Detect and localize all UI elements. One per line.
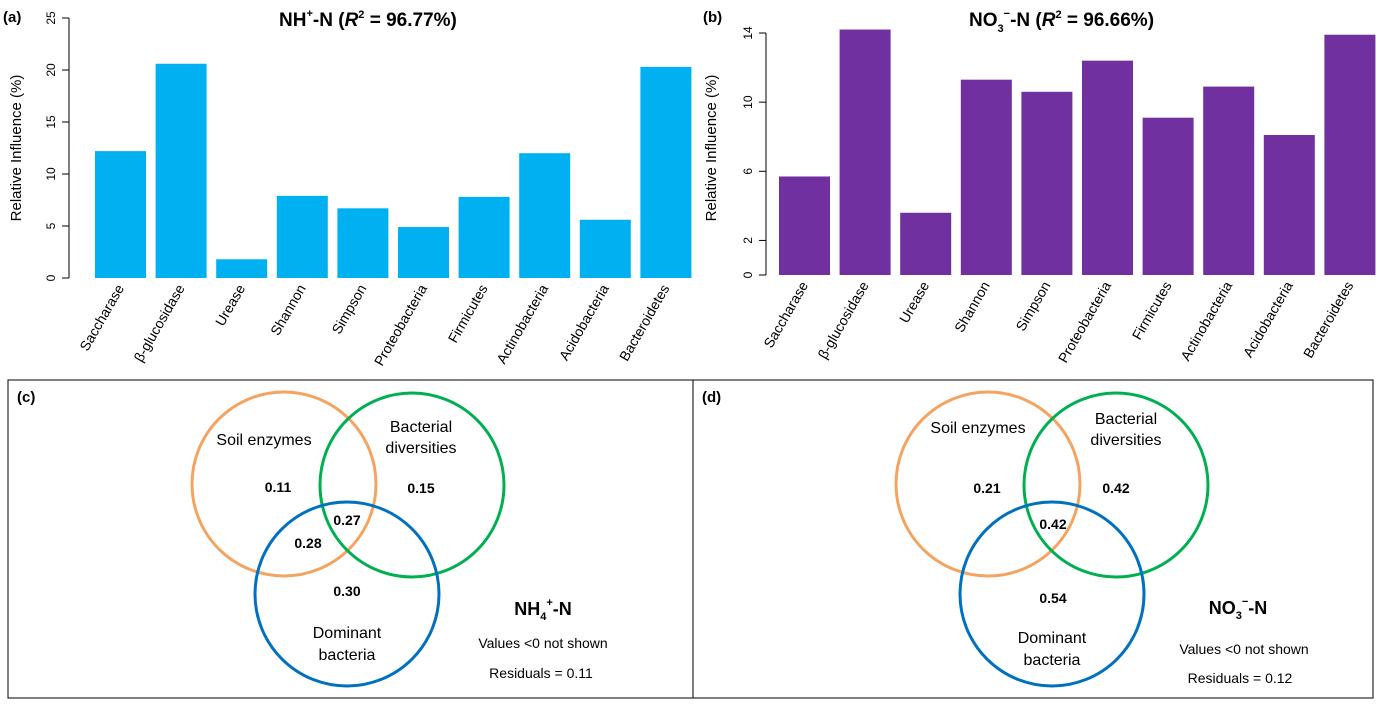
bar-chart-b: (b) NO3−-N (R2 = 96.66%) Relative Influe… bbox=[703, 8, 1376, 365]
x-tick-label: β-glucosidase bbox=[131, 281, 188, 364]
label-soil-enzymes: Soil enzymes bbox=[930, 420, 1025, 437]
value-bact: 0.15 bbox=[407, 480, 434, 496]
x-tick-label: Saccharase bbox=[76, 281, 127, 353]
bar-saccharase bbox=[779, 176, 830, 275]
bar-shannon bbox=[276, 195, 328, 278]
bar-actinobacteria bbox=[519, 153, 571, 278]
chart-title-b: NO3−-N (R2 = 96.66%) bbox=[969, 8, 1154, 35]
x-tick-label: Shannon bbox=[951, 279, 993, 336]
y-tick-label: 14 bbox=[741, 26, 755, 40]
y-tick-label: 15 bbox=[44, 115, 58, 129]
soil-enzymes-circle bbox=[894, 390, 1082, 578]
x-tick-label: Simpson bbox=[1012, 279, 1053, 334]
x-tick-label: Urease bbox=[212, 281, 249, 328]
value-soil-dom: 0.28 bbox=[294, 535, 321, 551]
x-tick-label: Firmicutes bbox=[445, 282, 491, 346]
value-soil: 0.11 bbox=[265, 479, 292, 495]
x-tick-label: Firmicutes bbox=[1129, 279, 1175, 343]
x-tick-label: Actinobacteria bbox=[493, 281, 551, 366]
chart-title-a: NH+-N (R2 = 96.77%) bbox=[279, 8, 457, 31]
bar-firmicutes bbox=[458, 196, 510, 278]
bar-chart-a: (a) NH+-N (R2 = 96.77%) Relative Influen… bbox=[3, 8, 692, 368]
x-tick-label: Simpson bbox=[328, 282, 369, 337]
bar-bacteroidetes bbox=[640, 66, 692, 278]
y-axis-title-a: Relative Influence (%) bbox=[8, 75, 25, 222]
x-tick-label: β-glucosidase bbox=[815, 278, 872, 361]
y-tick-label: 10 bbox=[44, 167, 58, 181]
bar-acidobacteria bbox=[579, 219, 631, 278]
value-dom: 0.30 bbox=[333, 583, 360, 599]
bar-saccharase bbox=[95, 151, 146, 278]
x-tick-label: Urease bbox=[896, 278, 933, 325]
x-tick-label: Acidobacteria bbox=[1240, 278, 1296, 360]
label-bacteria: bacteria bbox=[1024, 652, 1081, 669]
value-center: 0.42 bbox=[1039, 516, 1066, 532]
dominant-bacteria-circle bbox=[958, 500, 1146, 688]
bacterial-diversities-circle bbox=[318, 391, 506, 579]
x-tick-label: Actinobacteria bbox=[1177, 278, 1235, 363]
y-tick-label: 25 bbox=[44, 11, 58, 25]
x-tick-label: Bacteroidetes bbox=[1300, 279, 1357, 361]
bar-actinobacteria bbox=[1203, 86, 1255, 275]
label-diversities: diversities bbox=[1090, 432, 1161, 449]
y-tick-label: 0 bbox=[741, 271, 755, 278]
bar-proteobacteria bbox=[398, 227, 449, 278]
bar-urease bbox=[216, 259, 268, 278]
value-dom: 0.54 bbox=[1039, 590, 1066, 606]
y-axis-title-b: Relative Influence (%) bbox=[703, 75, 720, 222]
label-bacterial: Bacterial bbox=[1095, 411, 1157, 428]
label-dominant: Dominant bbox=[1018, 630, 1087, 647]
soil-enzymes-circle bbox=[190, 390, 378, 578]
y-tick-label: 10 bbox=[741, 95, 755, 109]
y-tick-label: 2 bbox=[741, 237, 755, 244]
bar-bacteroidetes bbox=[1324, 34, 1376, 275]
x-tick-label: Proteobacteria bbox=[371, 281, 430, 368]
venn-panel-c: (c) Soil enzymes Bacterial diversities D… bbox=[7, 379, 694, 699]
bar--glucosidase bbox=[155, 63, 207, 279]
bar-simpson bbox=[337, 208, 389, 278]
bar--glucosidase bbox=[839, 29, 891, 275]
y-tick-label: 20 bbox=[44, 63, 58, 77]
y-tick-label: 5 bbox=[44, 222, 58, 229]
y-tick-label: 0 bbox=[44, 274, 58, 281]
panel-label-c: (c) bbox=[17, 389, 35, 406]
bar-urease bbox=[900, 212, 952, 275]
bar-shannon bbox=[960, 79, 1012, 276]
venn-title-c: NH4+-N bbox=[514, 597, 572, 623]
venn-title-d: NO3−-N bbox=[1209, 596, 1268, 622]
x-tick-label: Proteobacteria bbox=[1055, 278, 1114, 365]
value-soil: 0.21 bbox=[973, 480, 1000, 496]
label-dominant: Dominant bbox=[313, 625, 382, 642]
panel-label-b: (b) bbox=[703, 9, 722, 26]
bar-simpson bbox=[1021, 91, 1073, 276]
panel-label-a: (a) bbox=[3, 9, 21, 26]
label-bacteria: bacteria bbox=[319, 647, 376, 664]
value-bact: 0.42 bbox=[1102, 480, 1129, 496]
venn-frame-d bbox=[692, 379, 1374, 699]
panel-label-d: (d) bbox=[702, 389, 721, 406]
label-soil-enzymes: Soil enzymes bbox=[216, 432, 311, 449]
residuals-c: Residuals = 0.11 bbox=[489, 665, 593, 681]
x-tick-label: Bacteroidetes bbox=[616, 282, 673, 364]
residuals-d: Residuals = 0.12 bbox=[1188, 670, 1293, 686]
x-tick-label: Shannon bbox=[267, 282, 309, 339]
dominant-bacteria-circle bbox=[253, 500, 441, 688]
bar-firmicutes bbox=[1142, 117, 1194, 275]
bar-acidobacteria bbox=[1263, 134, 1315, 275]
label-bacterial: Bacterial bbox=[390, 419, 452, 436]
note-d: Values <0 not shown bbox=[1179, 641, 1308, 657]
bacterial-diversities-circle bbox=[1022, 391, 1210, 579]
x-tick-label: Saccharase bbox=[760, 278, 811, 350]
value-center: 0.27 bbox=[333, 512, 360, 528]
note-c: Values <0 not shown bbox=[478, 635, 607, 651]
y-tick-label: 6 bbox=[741, 168, 755, 175]
venn-panel-d: (d) Soil enzymes Bacterial diversities D… bbox=[692, 379, 1374, 699]
bar-proteobacteria bbox=[1082, 60, 1133, 276]
label-diversities: diversities bbox=[385, 440, 456, 457]
x-tick-label: Acidobacteria bbox=[556, 281, 612, 363]
